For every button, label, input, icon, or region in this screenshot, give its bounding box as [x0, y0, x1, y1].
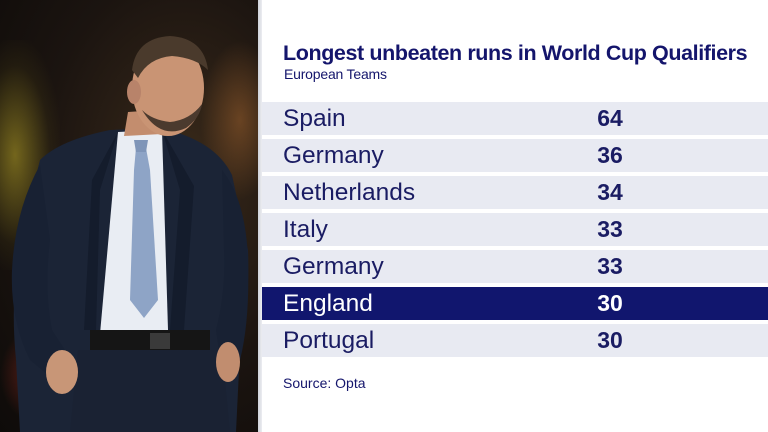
- graphic-subtitle: European Teams: [284, 66, 387, 82]
- table-row-highlighted: England 30: [262, 287, 768, 320]
- source-credit: Source: Opta: [283, 375, 366, 391]
- unbeaten-run-value: 36: [597, 142, 623, 168]
- unbeaten-run-value: 30: [597, 327, 623, 353]
- table-row: Spain 64: [262, 102, 768, 135]
- manager-figure: [11, 36, 249, 432]
- table-row: Germany 33: [262, 250, 768, 283]
- team-name: Germany: [283, 253, 384, 280]
- team-name: Portugal: [283, 327, 375, 354]
- table-row: Portugal 30: [262, 324, 768, 357]
- team-name: Netherlands: [283, 179, 416, 206]
- team-name: England: [283, 290, 373, 317]
- table-row: Netherlands 34: [262, 176, 768, 209]
- unbeaten-run-value: 33: [597, 253, 623, 279]
- team-name: Spain: [283, 105, 346, 132]
- stats-table: Spain 64 Germany 36 Netherlands 34 Italy…: [262, 102, 768, 361]
- graphic-title: Longest unbeaten runs in World Cup Quali…: [283, 41, 748, 65]
- panel-edge: [258, 0, 263, 432]
- table-row: Italy 33: [262, 213, 768, 246]
- manager-photo: [0, 0, 262, 432]
- unbeaten-run-value: 33: [597, 216, 623, 242]
- unbeaten-run-value: 34: [597, 179, 623, 205]
- team-name: Germany: [283, 142, 384, 169]
- team-name: Italy: [283, 216, 328, 243]
- table-row: Germany 36: [262, 139, 768, 172]
- unbeaten-run-value: 64: [597, 105, 623, 131]
- unbeaten-run-value: 30: [597, 290, 623, 316]
